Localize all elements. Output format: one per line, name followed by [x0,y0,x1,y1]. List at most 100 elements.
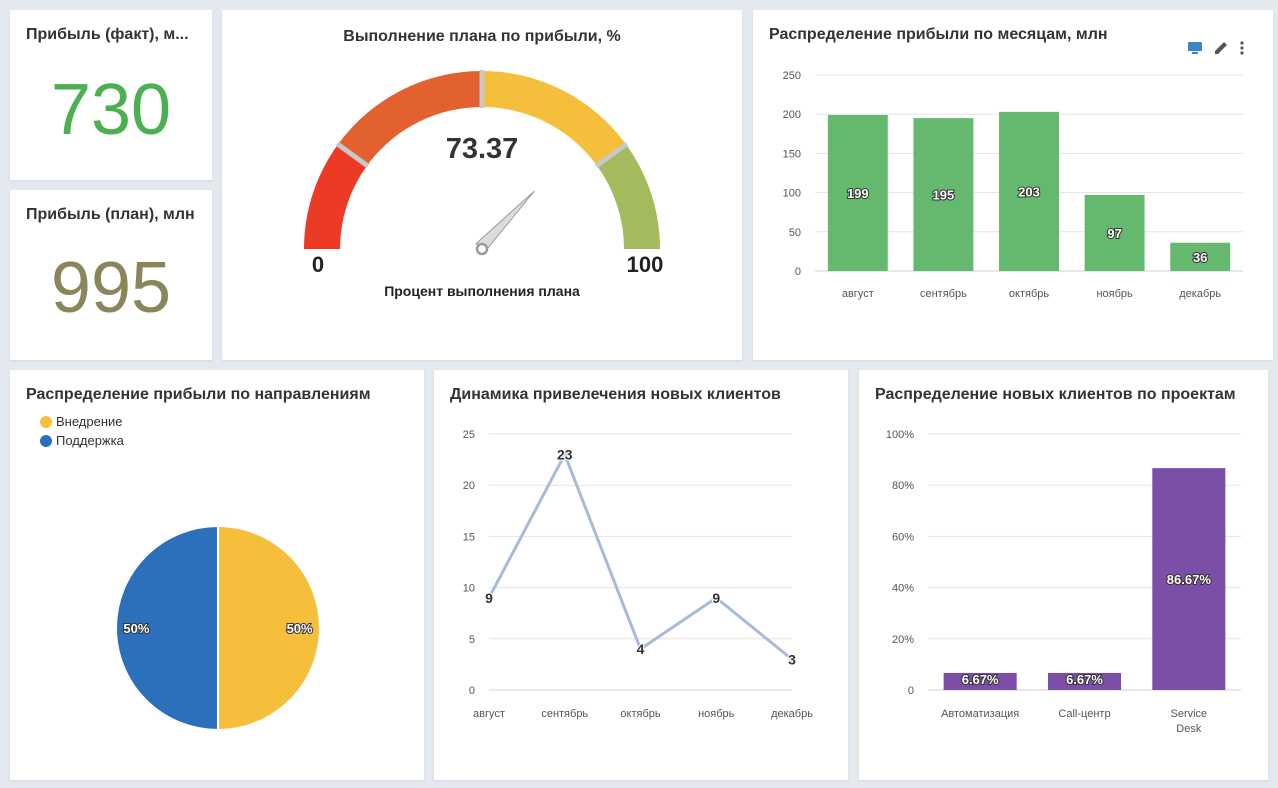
x-tick-label: ноябрь [698,708,735,720]
x-tick-label: август [842,288,874,300]
pie-legend: Внедрение Поддержка [40,412,124,450]
bar-value-label: 203 [1018,184,1040,199]
x-tick-label: сентябрь [541,708,588,720]
gauge-chart: 73.37 0 100 Процент выполнения плана [304,70,664,299]
monthly-profit-card: Распределение прибыли по месяцам, млн 0 5… [753,10,1273,360]
gauge-min-label: 0 [312,252,324,277]
kpi-value: 730 [50,70,172,150]
projects-bar-chart: 0 20% 40% 60% 80% 100% 6.67% Автоматизация 6.67%… [886,429,1241,735]
x-tick-label: октябрь [1009,288,1049,300]
y-tick-label: 40% [892,583,914,595]
bar-value-label: 86.67% [1167,572,1212,587]
gauge-value: 73.37 [446,133,519,165]
gauge-band-separator [335,141,370,169]
y-tick-label: 250 [783,70,801,82]
bar-value-label: 199 [847,186,869,201]
new-clients-line-chart: 0 5 10 15 20 25 9 август 23 сентябрь 4 октябрь 9 нояб… [463,429,813,720]
directions-title: Распределение прибыли по направлениям [26,386,371,403]
kpi-card-profit-plan: Прибыль (план), млн 995 [10,190,212,360]
pie-slice [115,524,219,732]
pie-value-label: 50% [287,621,313,636]
legend-item-implementation[interactable]: Внедрение [40,412,124,431]
gauge-band-separator [594,141,629,169]
monitor-icon[interactable] [1187,40,1203,56]
legend-marker [40,434,52,447]
y-tick-label: 150 [783,148,801,160]
line-point [713,594,720,601]
new-clients-title: Динамика привелечения новых клиентов [450,386,781,403]
gauge-band-3 [596,144,660,249]
projects-card: Распределение новых клиентов по проектам… [859,370,1268,780]
line-point [561,451,568,458]
gauge-needle-pivot [475,242,489,256]
kpi-title: Прибыль (план), млн [26,206,195,223]
legend-label: Поддержка [56,433,124,448]
x-tick-label: октябрь [620,708,660,720]
gauge-title: Выполнение плана по прибыли, % [343,28,621,45]
y-tick-label: 60% [892,531,914,543]
x-tick-label: ноябрь [1096,288,1133,300]
bar-value-label: 6.67% [1066,672,1103,687]
kpi-card-profit-fact: Прибыль (факт), м... 730 [10,10,212,180]
x-tick-label: август [473,708,505,720]
gauge-band-0 [304,144,368,249]
point-value-label: 9 [485,590,493,606]
bar [1047,672,1122,690]
gauge-card: Выполнение плана по прибыли, % 73.37 0 100… [222,10,742,360]
bar [1084,194,1145,271]
y-tick-label: 15 [463,531,475,543]
directions-card: Распределение прибыли по направлениям Вн… [10,370,424,780]
x-tick-label: декабрь [1179,288,1221,300]
y-tick-label: 25 [463,429,475,441]
y-tick-label: 100% [886,429,914,441]
point-value-label: 23 [557,446,573,462]
legend-label: Внедрение [56,414,123,429]
y-tick-label: 0 [795,266,801,278]
gauge-max-label: 100 [627,252,664,277]
y-tick-label: 80% [892,480,914,492]
x-tick-label: Автоматизация [941,708,1019,720]
bar-value-label: 97 [1107,226,1121,241]
bar [999,111,1059,272]
y-tick-label: 100 [783,188,801,200]
x-tick-label: декабрь [771,708,813,720]
new-clients-card: Динамика привелечения новых клиентов 0 5 1… [434,370,848,780]
y-tick-label: 0 [908,685,914,697]
x-tick-label: Service [1170,708,1207,720]
y-tick-label: 5 [469,634,475,646]
gauge-band-1 [337,71,482,166]
pie-value-label: 50% [123,621,149,636]
point-value-label: 3 [788,651,796,667]
x-tick-label: Call-центр [1058,708,1110,720]
bar [1152,468,1226,690]
line-point [637,646,644,653]
y-tick-label: 200 [783,109,801,121]
gauge-band-2 [482,71,627,166]
line-point [789,656,795,663]
y-tick-label: 50 [789,227,801,239]
projects-title: Распределение новых клиентов по проектам [875,386,1236,403]
bar [1170,242,1231,271]
legend-item-support[interactable]: Поддержка [40,431,124,450]
pie-slice [217,524,321,732]
bar-value-label: 36 [1193,250,1207,265]
legend-marker [40,415,52,428]
bar-value-label: 195 [933,188,955,203]
y-tick-label: 0 [469,685,475,697]
edit-pencil-icon[interactable] [1213,40,1229,56]
gauge-subtitle: Процент выполнения плана [384,283,580,299]
bar [827,114,888,271]
point-value-label: 4 [637,641,645,657]
bar [913,118,974,272]
kpi-value: 995 [50,248,172,328]
more-vertical-icon[interactable] [1239,40,1245,56]
kpi-title: Прибыль (факт), м... [26,26,189,43]
directions-pie-chart: 50% 50% [115,524,321,732]
bar [943,672,1017,690]
gauge-needle [475,190,535,253]
x-tick-label: Desk [1176,723,1202,735]
y-tick-label: 10 [463,583,475,595]
y-tick-label: 20% [892,634,914,646]
x-tick-label: сентябрь [920,288,967,300]
monthly-profit-chart: 0 50 100 150 200 250 199 август 195 сентябрь 203 ок… [783,70,1243,300]
